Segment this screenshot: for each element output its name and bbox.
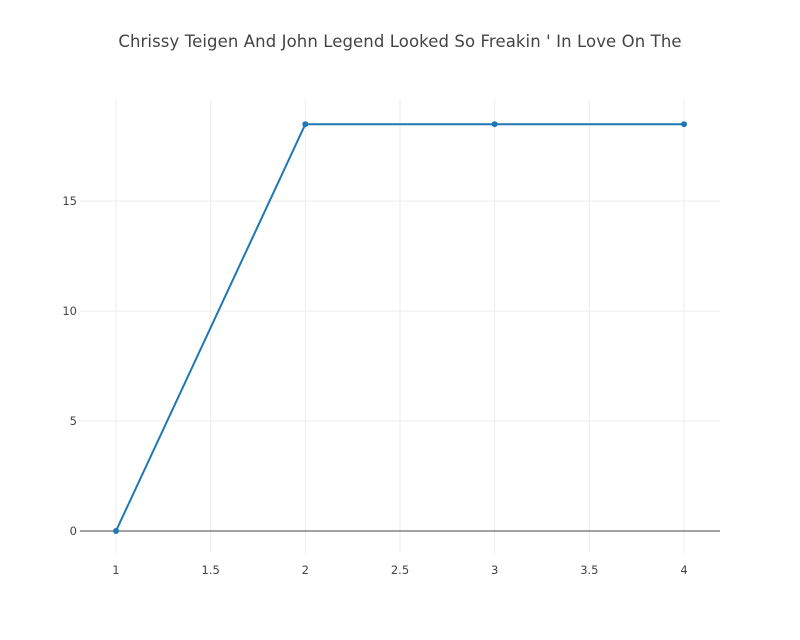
- x-tick-label: 3: [491, 563, 498, 577]
- y-tick-label: 0: [70, 524, 77, 538]
- y-tick-label: 10: [62, 304, 77, 318]
- chart-title: Chrissy Teigen And John Legend Looked So…: [118, 32, 682, 51]
- series-line: [115, 123, 685, 532]
- data-point[interactable]: [112, 528, 119, 535]
- x-tick-label: 1: [112, 563, 119, 577]
- x-tick-label: 1.5: [202, 563, 220, 577]
- y-tick-label: 5: [70, 414, 77, 428]
- data-point[interactable]: [681, 121, 688, 128]
- x-tick-label: 3.5: [580, 563, 598, 577]
- grid-layer: [80, 100, 720, 553]
- series-layer: [112, 121, 688, 535]
- x-tick-label: 4: [680, 563, 687, 577]
- data-point[interactable]: [491, 121, 498, 128]
- y-tick-label: 15: [62, 194, 77, 208]
- tick-label-layer: 1 1.5 2 2.5 3 3.5 4 0 5 10 15: [62, 194, 687, 577]
- x-tick-label: 2: [302, 563, 309, 577]
- x-tick-label: 2.5: [391, 563, 409, 577]
- data-point[interactable]: [302, 121, 309, 128]
